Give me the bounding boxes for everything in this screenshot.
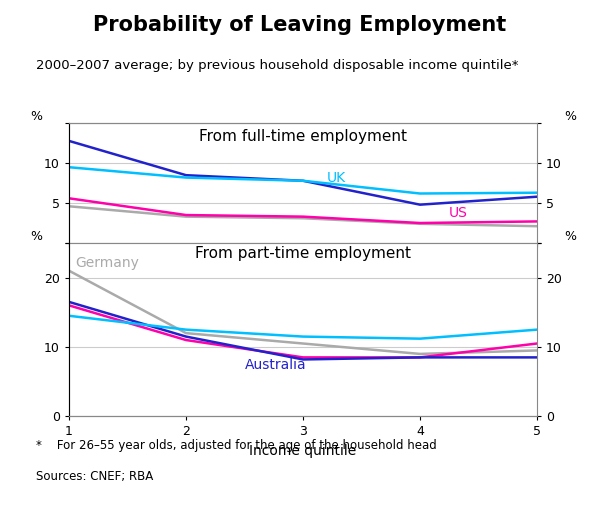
Text: Probability of Leaving Employment: Probability of Leaving Employment bbox=[94, 15, 506, 35]
Text: %: % bbox=[30, 230, 42, 243]
Text: From part-time employment: From part-time employment bbox=[195, 246, 411, 262]
Text: Australia: Australia bbox=[245, 358, 306, 372]
Text: Sources: CNEF; RBA: Sources: CNEF; RBA bbox=[36, 470, 153, 483]
Text: 2000–2007 average; by previous household disposable income quintile*: 2000–2007 average; by previous household… bbox=[36, 59, 518, 72]
Text: *    For 26–55 year olds, adjusted for the age of the household head: * For 26–55 year olds, adjusted for the … bbox=[36, 439, 437, 452]
Text: Germany: Germany bbox=[75, 256, 139, 270]
Text: UK: UK bbox=[326, 171, 346, 186]
Text: %: % bbox=[30, 111, 42, 123]
Text: From full-time employment: From full-time employment bbox=[199, 130, 407, 144]
Text: %: % bbox=[564, 111, 576, 123]
X-axis label: Income quintile: Income quintile bbox=[250, 444, 356, 458]
Text: US: US bbox=[449, 207, 468, 221]
Text: %: % bbox=[564, 230, 576, 243]
